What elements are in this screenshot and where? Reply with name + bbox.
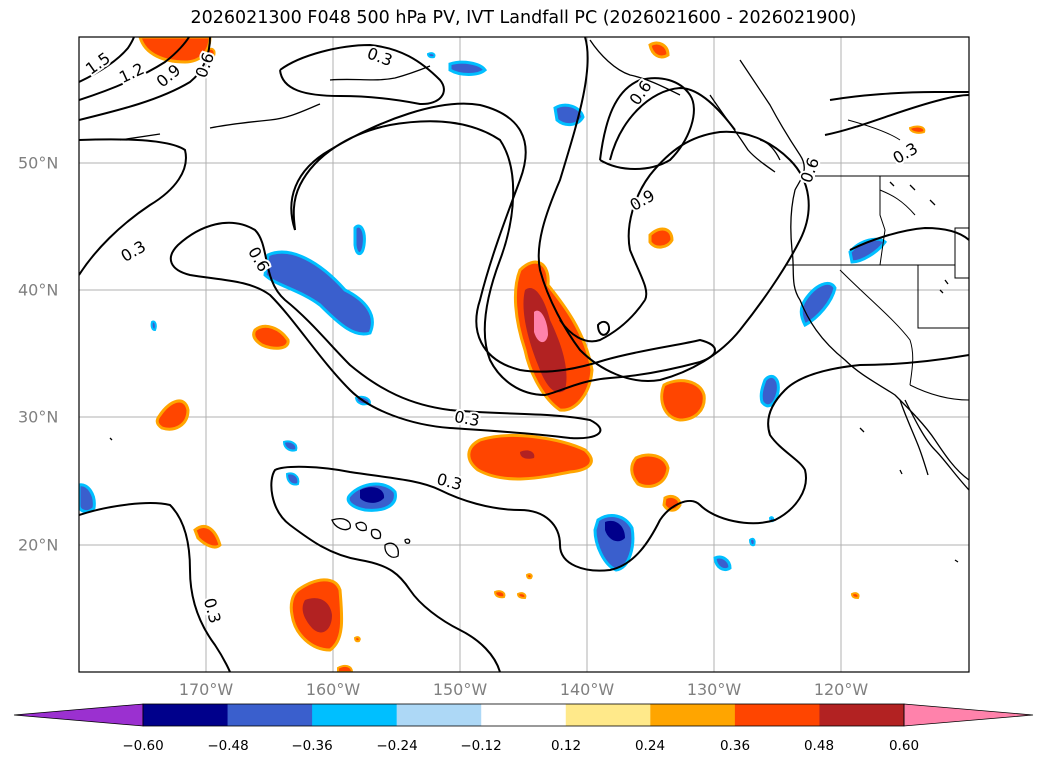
contour-label: 1.5 bbox=[82, 48, 114, 78]
colorbar-tick-label: 0.12 bbox=[550, 738, 582, 754]
colorbar-tick-label: 0.24 bbox=[634, 738, 666, 754]
colorbar-cell bbox=[481, 704, 567, 726]
colorbar-tick-label: 0.60 bbox=[888, 738, 920, 754]
lon-tick-label: 150°W bbox=[432, 680, 488, 699]
colorbar-cell bbox=[143, 704, 229, 726]
lon-tick-label: 160°W bbox=[305, 680, 361, 699]
map-title: 2026021300 F048 500 hPa PV, IVT Landfall… bbox=[190, 8, 857, 28]
colorbar-cell bbox=[227, 704, 313, 726]
colorbar-tick-label: −0.12 bbox=[460, 738, 502, 754]
colorbar-outline bbox=[142, 703, 905, 727]
colorbar-tick-label: −0.36 bbox=[291, 738, 333, 754]
contour-label: 0.3 bbox=[365, 44, 395, 71]
colorbar-tick-label: 0.48 bbox=[803, 738, 835, 754]
colorbar-cell bbox=[396, 704, 482, 726]
colorbar-tick-label: 0.36 bbox=[719, 738, 751, 754]
map-frame bbox=[78, 36, 970, 673]
lat-tick-label: 20°N bbox=[18, 535, 59, 555]
colorbar-cell bbox=[819, 704, 905, 726]
positive-anomaly-fills bbox=[138, 37, 926, 672]
lon-tick-label: 130°W bbox=[686, 680, 742, 699]
colorbar-cell bbox=[734, 704, 820, 726]
contour-label: 0.9 bbox=[626, 186, 658, 215]
contour-label: 0.3 bbox=[200, 596, 225, 626]
colorbar-tick-label: −0.60 bbox=[122, 738, 164, 754]
contour-label: 1.2 bbox=[116, 59, 147, 87]
political-borders bbox=[785, 119, 969, 401]
lat-tick-label: 50°N bbox=[18, 153, 59, 173]
contour-label: 0.3 bbox=[117, 237, 149, 266]
colorbar-extend-max bbox=[903, 703, 1034, 727]
lat-tick-label: 30°N bbox=[18, 407, 59, 427]
colorbar-tick-label: −0.48 bbox=[207, 738, 249, 754]
lat-tick-label: 40°N bbox=[18, 280, 59, 300]
negative-anomaly-fills bbox=[79, 52, 888, 572]
colorbar-cells bbox=[143, 704, 905, 726]
contour-label: 0.3 bbox=[453, 407, 481, 430]
lon-tick-label: 120°W bbox=[813, 680, 869, 699]
contour-label: 0.9 bbox=[153, 60, 185, 91]
colorbar-cell bbox=[565, 704, 651, 726]
colorbar-cell bbox=[650, 704, 736, 726]
colorbar-cell bbox=[312, 704, 398, 726]
colorbar-extend-min bbox=[13, 703, 144, 727]
pv-contours bbox=[79, 37, 969, 672]
contour-label: 0.6 bbox=[797, 155, 824, 185]
colorbar bbox=[13, 703, 1034, 727]
lon-tick-label: 170°W bbox=[178, 680, 234, 699]
lon-tick-label: 140°W bbox=[559, 680, 615, 699]
colorbar-tick-label: −0.24 bbox=[376, 738, 418, 754]
